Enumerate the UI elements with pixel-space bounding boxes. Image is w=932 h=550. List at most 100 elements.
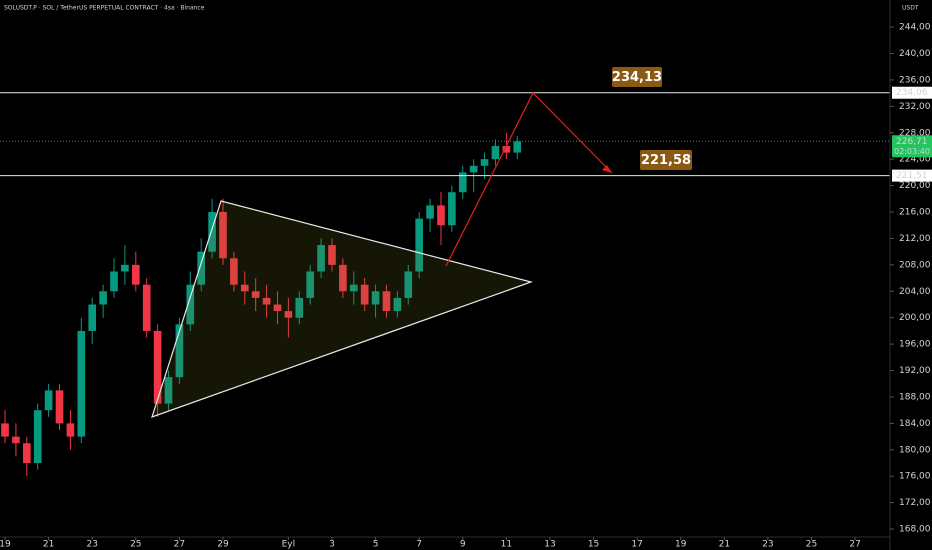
x-tick-label: 3 xyxy=(329,540,335,550)
candle-body xyxy=(1,423,9,437)
x-tick-label: 11 xyxy=(501,540,512,550)
x-tick-label: 19 xyxy=(675,540,687,550)
chart-title: SOLUSDT.P · SOL / TetherUS PERPETUAL CON… xyxy=(4,5,205,12)
candle-body xyxy=(66,423,75,437)
price-label-box xyxy=(892,169,932,182)
candle-body xyxy=(371,291,380,305)
x-tick-label: 5 xyxy=(373,540,379,550)
candle-body xyxy=(230,258,238,285)
projection-arrow xyxy=(445,91,613,267)
candle-body xyxy=(22,443,31,464)
y-tick-label: 220,00 xyxy=(899,181,931,191)
y-tick-label: 232,00 xyxy=(899,102,931,112)
y-tick-label: 192,00 xyxy=(899,366,931,376)
annotation: 234,13 xyxy=(612,70,662,85)
x-tick-label: 17 xyxy=(631,540,642,550)
candle-body xyxy=(262,297,271,305)
y-tick-label: 172,00 xyxy=(899,498,931,508)
candle-body xyxy=(208,212,216,252)
y-tick-label: 188,00 xyxy=(899,392,931,402)
y-tick-label: 228,00 xyxy=(899,128,931,138)
x-tick-label: Eyl xyxy=(282,540,296,550)
candle-body xyxy=(458,172,467,193)
candle-body xyxy=(480,159,489,166)
x-tick-label: 27 xyxy=(174,540,185,550)
x-tick-label: 15 xyxy=(588,540,599,550)
candle-body xyxy=(273,304,282,312)
candle-body xyxy=(219,212,227,259)
candle-body xyxy=(12,436,20,444)
candle-body xyxy=(88,304,97,331)
y-tick-label: 184,00 xyxy=(899,419,931,429)
candle-body xyxy=(142,284,151,331)
triangle-pattern xyxy=(151,200,534,418)
x-tick-label: 9 xyxy=(460,540,466,550)
last-price-box xyxy=(892,135,932,158)
candle-body xyxy=(55,390,64,424)
candle-body xyxy=(121,264,129,272)
y-tick-label: 240,00 xyxy=(899,49,931,59)
candle-body xyxy=(382,291,391,312)
candle-body xyxy=(306,271,314,298)
candle-body xyxy=(317,245,325,272)
candle-body xyxy=(197,251,206,285)
candle-body xyxy=(513,141,522,153)
y-tick-label: 224,00 xyxy=(899,155,931,165)
y-tick-label: 196,00 xyxy=(899,340,931,350)
candle-body xyxy=(360,284,369,305)
y-tick-label: 208,00 xyxy=(899,260,931,270)
y-tick-label: 216,00 xyxy=(899,208,931,218)
arrow-head xyxy=(602,165,612,173)
x-tick-label: 13 xyxy=(544,540,555,550)
y-tick-label: 204,00 xyxy=(899,287,931,297)
candle-body xyxy=(44,390,53,411)
annotation-box xyxy=(612,67,662,87)
y-tick-label: 168,00 xyxy=(899,525,931,535)
x-tick-label: 29 xyxy=(217,540,229,550)
y-tick-label: 212,00 xyxy=(899,234,931,244)
x-tick-label: 21 xyxy=(43,540,54,550)
x-tick-label: 23 xyxy=(86,540,97,550)
annotation: 221,58 xyxy=(641,153,691,168)
x-tick-label: 25 xyxy=(806,540,817,550)
candle-body xyxy=(328,245,336,265)
y-tick-label: 200,00 xyxy=(899,313,931,323)
x-tick-label: 7 xyxy=(416,540,422,550)
price-label: 234,06 xyxy=(896,88,928,98)
x-tick-label: 21 xyxy=(719,540,730,550)
candle-body xyxy=(415,218,423,272)
candle-body xyxy=(153,330,162,404)
price-label-box xyxy=(892,86,932,99)
candle-body xyxy=(240,284,249,292)
price-label: 221,51 xyxy=(896,171,928,181)
candle-body xyxy=(349,284,358,292)
candle-body xyxy=(502,145,511,153)
candle-body xyxy=(33,410,42,464)
x-tick-label: 27 xyxy=(849,540,860,550)
candles xyxy=(0,92,890,477)
countdown-label: 02:03:40 xyxy=(894,147,930,156)
candle-body xyxy=(469,165,478,173)
candle-body xyxy=(393,297,402,312)
last-price-label: 226,71 xyxy=(896,137,928,147)
y-tick-label: 236,00 xyxy=(899,75,931,85)
candle-body xyxy=(186,284,195,325)
candle-body xyxy=(77,330,86,437)
y-tick-label: 180,00 xyxy=(899,445,931,455)
x-tick-label: 19 xyxy=(0,540,11,550)
unit-label: USDT xyxy=(902,5,919,12)
candle-body xyxy=(99,291,107,305)
candle-body xyxy=(284,311,293,318)
candle-body xyxy=(251,291,260,298)
candle-body xyxy=(491,145,500,160)
candle-body xyxy=(295,297,304,318)
drawings xyxy=(151,91,613,418)
candle-body xyxy=(175,324,184,378)
x-tick-label: 23 xyxy=(762,540,773,550)
candle-body xyxy=(448,192,456,226)
candle-body xyxy=(437,205,445,226)
candle-body xyxy=(131,264,140,285)
candle-body xyxy=(164,377,173,404)
